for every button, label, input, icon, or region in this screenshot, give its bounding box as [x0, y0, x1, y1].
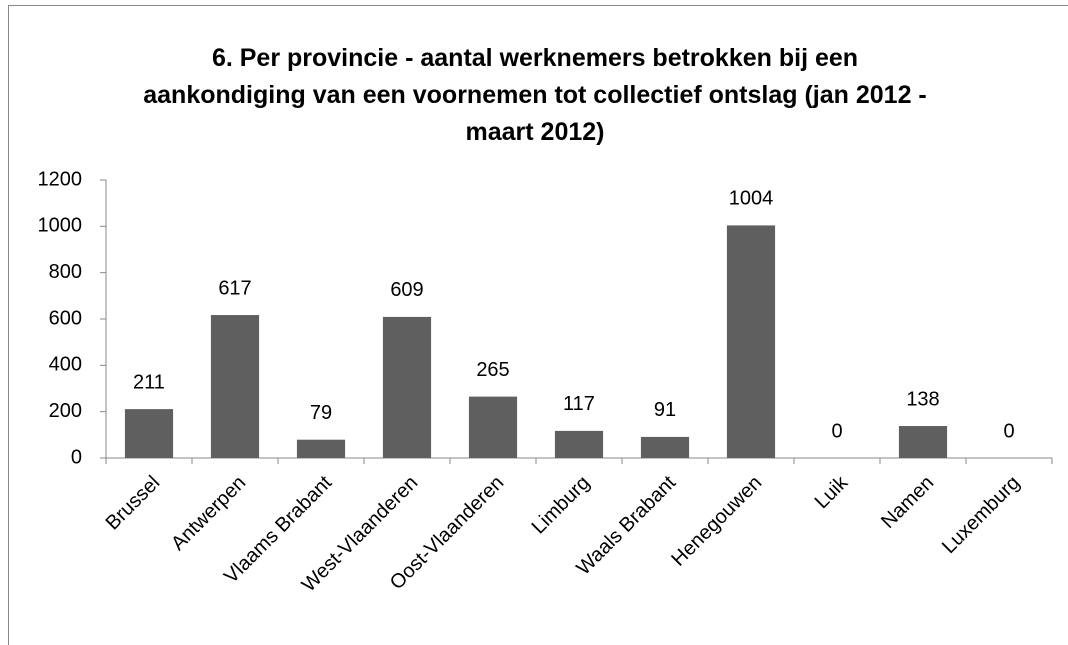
data-label: 1004 — [729, 188, 774, 210]
bar — [468, 396, 518, 458]
x-tick-label: Brussel — [102, 472, 165, 535]
data-label: 91 — [654, 399, 676, 421]
bar — [898, 426, 948, 458]
chart-frame — [8, 5, 1068, 645]
bar — [554, 430, 604, 458]
bar — [124, 409, 174, 458]
bar — [210, 315, 260, 458]
x-tick-label: Luik — [811, 471, 853, 513]
data-label: 265 — [476, 359, 509, 381]
y-tick-label: 600 — [49, 307, 82, 329]
data-label: 117 — [563, 393, 595, 415]
x-tick-label: Limburg — [528, 472, 595, 539]
x-tick-label: Luxemburg — [938, 472, 1024, 558]
y-tick-label: 200 — [49, 400, 82, 422]
y-tick-label: 1000 — [38, 215, 83, 237]
x-tick-label: Henegouwen — [667, 472, 766, 571]
y-tick-label: 400 — [49, 354, 82, 376]
data-label: 79 — [310, 402, 332, 424]
y-tick-label: 0 — [71, 446, 82, 468]
data-label: 0 — [1003, 420, 1014, 442]
data-label: 0 — [831, 420, 842, 442]
data-label: 211 — [133, 371, 165, 393]
x-tick-label: Antwerpen — [167, 472, 250, 555]
y-tick-label: 800 — [49, 261, 82, 283]
data-label: 609 — [390, 279, 423, 301]
chart-title: 6. Per provincie - aantal werknemers bet… — [143, 44, 927, 146]
bar — [726, 225, 776, 458]
bar — [640, 436, 690, 458]
data-label: 138 — [906, 388, 939, 410]
bar — [382, 316, 432, 458]
y-tick-label: 1200 — [38, 168, 83, 190]
x-tick-label: Namen — [877, 472, 938, 533]
bar — [296, 439, 346, 458]
data-label: 617 — [218, 277, 251, 299]
